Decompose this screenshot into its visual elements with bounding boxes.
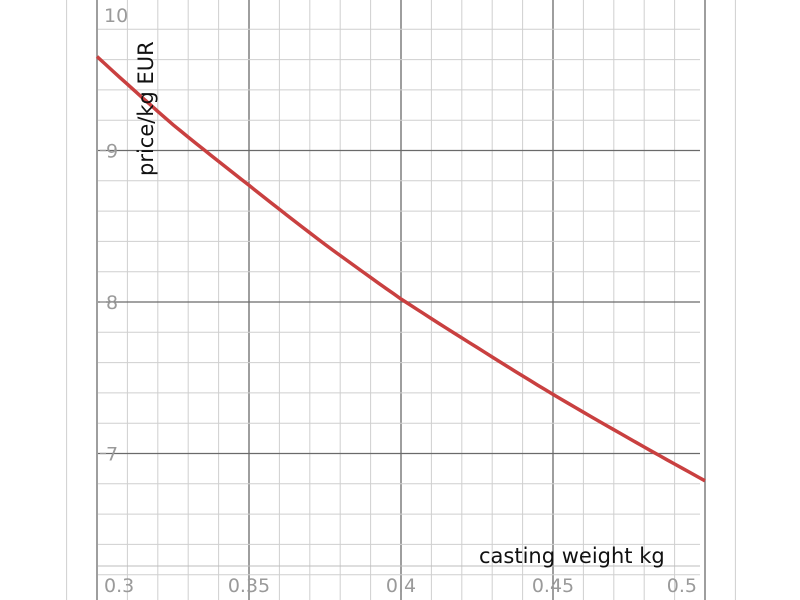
x-tick-label: 0.5 bbox=[667, 575, 697, 597]
tick-labels: 0.3 0.35 0.4 0.45 0.5 7 8 9 10 bbox=[104, 5, 697, 597]
y-tick-label: 9 bbox=[106, 141, 118, 163]
x-tick-label: 0.45 bbox=[532, 575, 574, 597]
x-axis-label: casting weight kg bbox=[479, 544, 665, 568]
grid bbox=[66, 0, 736, 600]
x-tick-label: 0.35 bbox=[228, 575, 270, 597]
y-axis-label: price/kg EUR bbox=[134, 41, 158, 176]
y-tick-label: 8 bbox=[106, 292, 118, 314]
y-tick-label: 7 bbox=[106, 444, 118, 466]
y-tick-label: 10 bbox=[104, 5, 128, 27]
x-tick-label: 0.3 bbox=[104, 575, 134, 597]
x-tick-label: 0.4 bbox=[386, 575, 416, 597]
series-line bbox=[95, 55, 706, 483]
